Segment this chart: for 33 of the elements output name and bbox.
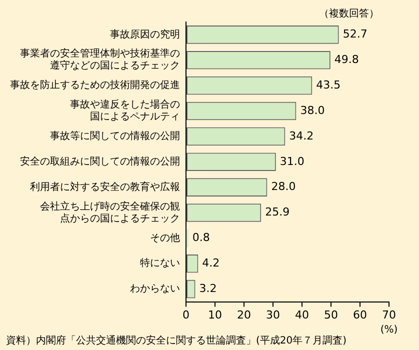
data-label: 52.7	[342, 28, 368, 41]
y-tick-label: 安全の取組みに関しての情報の公開	[20, 155, 180, 168]
data-label: 34.2	[289, 129, 314, 142]
x-tick-label: 20	[237, 308, 251, 322]
data-label: 25.9	[265, 206, 290, 219]
y-tick-label: 利用者に対する安全の教育や広報	[30, 180, 180, 193]
y-tick-label: 会社立ち上げ時の安全確保の観点からの国によるチェック	[40, 200, 180, 224]
x-axis-title: (%)	[380, 324, 398, 336]
y-tick-label: 特にない	[140, 257, 180, 270]
x-tick-label: 30	[266, 308, 280, 322]
data-label: 3.2	[199, 282, 217, 295]
x-tick-label: 60	[353, 308, 367, 322]
y-tick-label: 事故等に関しての情報の公開	[50, 130, 180, 142]
y-tick-label: その他	[150, 232, 180, 244]
data-label: 43.5	[316, 78, 341, 92]
y-tick-label: 事故や違反をした場合の国によるペナルティ	[70, 98, 180, 123]
data-label: 4.2	[202, 256, 220, 270]
text: 資料）内閣府「公共交通機関の安全に関する世論調査」(平成20年７月調査)	[6, 334, 347, 347]
x-tick-label: 40	[295, 308, 309, 322]
y-tick-label: 事故を防止するための技術開発の促進	[10, 79, 180, 92]
y-tick-label: 事業者の安全管理体制や技術基準の遵守などの国によるチェック	[20, 48, 180, 72]
x-tick-label: 50	[324, 308, 338, 322]
x-tick-label: 70	[382, 308, 396, 322]
y-tick-label: 事故原因の究明	[110, 28, 180, 40]
data-label: 31.0	[280, 154, 304, 168]
data-label: 49.8	[334, 53, 359, 66]
data-label: 0.8	[192, 231, 210, 244]
text: （複数回答）	[319, 8, 379, 20]
data-label: 28.0	[271, 180, 296, 194]
data-label: 38.0	[300, 104, 325, 117]
y-tick-label: わからない	[130, 284, 180, 295]
x-tick-label: 10	[208, 308, 222, 322]
x-tick-label: 0	[182, 308, 190, 322]
